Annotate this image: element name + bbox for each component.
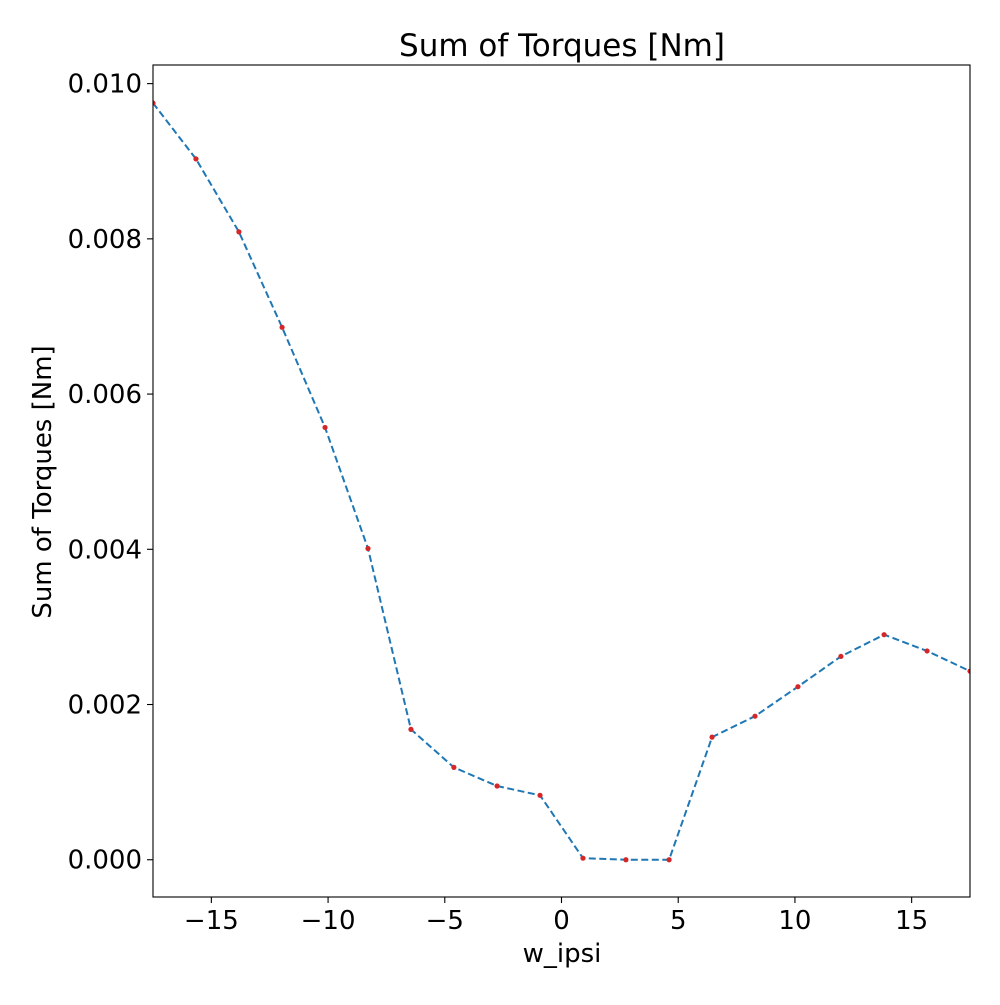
- data-point: [494, 783, 500, 789]
- y-tick-label: 0.002: [68, 691, 142, 721]
- data-point: [623, 857, 629, 863]
- series-line: [153, 102, 970, 861]
- x-tick-label: −10: [301, 906, 356, 936]
- data-point: [666, 857, 672, 863]
- data-point: [967, 668, 970, 674]
- x-axis-label: w_ipsi: [523, 939, 602, 969]
- y-tick-label: 0.004: [68, 535, 142, 565]
- data-point: [924, 648, 930, 654]
- x-tick-label: 10: [778, 906, 811, 936]
- data-point: [580, 855, 586, 861]
- plot-area: [153, 100, 970, 863]
- data-point: [408, 726, 414, 732]
- data-point: [322, 424, 328, 431]
- x-tick-label: 0: [553, 906, 570, 936]
- x-tick-label: −15: [184, 906, 239, 936]
- y-tick-label: 0.010: [68, 70, 142, 100]
- x-tick-label: 15: [895, 906, 928, 936]
- data-point: [153, 100, 156, 106]
- data-point: [236, 229, 242, 235]
- y-tick-label: 0.006: [68, 380, 142, 410]
- y-tick-label: 0.008: [68, 225, 142, 255]
- data-point: [881, 632, 887, 638]
- y-axis-label: Sum of Torques [Nm]: [28, 345, 58, 618]
- data-point: [365, 545, 371, 552]
- data-point: [451, 764, 457, 770]
- x-tick-label: 5: [670, 906, 687, 936]
- chart-title: Sum of Torques [Nm]: [399, 28, 725, 64]
- data-point: [279, 324, 285, 330]
- x-tick-label: −5: [426, 906, 464, 936]
- y-tick-label: 0.000: [68, 846, 142, 876]
- data-point: [193, 156, 199, 162]
- axes-frame: [152, 64, 971, 898]
- data-point: [838, 653, 844, 660]
- data-point: [709, 734, 715, 740]
- axes: −15 −10 −5 0 5 10 15 0.000 0.002 0.004 0.006 0.008 0…: [68, 64, 971, 936]
- data-point: [537, 792, 543, 798]
- data-point: [752, 713, 758, 719]
- data-point: [795, 684, 801, 690]
